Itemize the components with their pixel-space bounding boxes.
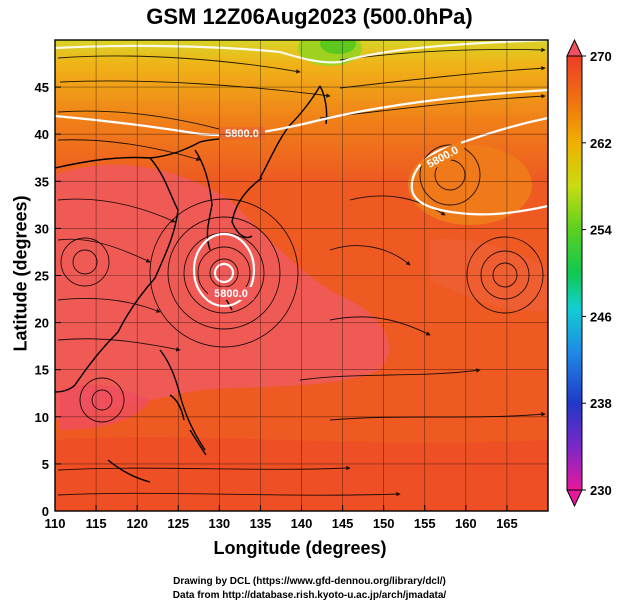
- credit-data-source: Data from http://database.rish.kyoto-u.a…: [172, 590, 447, 601]
- coastlines: [55, 85, 328, 483]
- wind-streamlines: [57, 47, 546, 497]
- colorbar-max-triangle: [566, 38, 583, 57]
- y-tick-label: 40: [35, 127, 49, 142]
- x-axis: 110 115 120 125 130 135 140 145 150 155 160 165: [45, 505, 518, 531]
- x-tick-label: 145: [332, 516, 354, 531]
- x-tick-label: 115: [86, 516, 107, 531]
- x-tick-label: 125: [167, 516, 189, 531]
- colorbar-label: 246: [590, 309, 612, 324]
- x-tick-label: 135: [250, 516, 272, 531]
- y-tick-label: 20: [35, 316, 49, 331]
- x-tick-label: 110: [45, 516, 66, 531]
- y-tick-label: 35: [35, 174, 49, 189]
- colorbar-label: 254: [590, 223, 612, 238]
- y-tick-label: 5: [42, 457, 49, 472]
- colorbar-min-triangle: [566, 489, 583, 508]
- y-tick-label: 25: [35, 269, 49, 284]
- colorbar-label: 270: [590, 49, 612, 64]
- credit-drawing: Drawing by DCL (https://www.gfd-dennou.o…: [173, 576, 446, 587]
- colorbar-label: 230: [590, 483, 612, 498]
- x-tick-label: 150: [373, 516, 395, 531]
- x-tick-label: 160: [455, 516, 477, 531]
- y-tick-label: 30: [35, 221, 49, 236]
- map-title: GSM 12Z06Aug2023 (500.0hPa): [146, 4, 473, 29]
- x-tick-label: 140: [291, 516, 313, 531]
- colorbar: 270 262 254 246 238 230: [566, 38, 612, 508]
- colorbar-label: 238: [590, 396, 612, 411]
- y-axis-label: Latitude (degrees): [10, 195, 31, 352]
- y-axis: 0 5 10 15 20 25 30 35 40 45: [35, 80, 61, 519]
- y-tick-label: 0: [42, 504, 49, 519]
- contour-label: 5800.0: [214, 288, 248, 300]
- x-axis-label: Longitude (degrees): [213, 538, 387, 558]
- x-tick-label: 120: [126, 516, 148, 531]
- y-tick-label: 10: [35, 410, 49, 425]
- x-tick-label: 165: [496, 516, 518, 531]
- x-tick-label: 155: [414, 516, 436, 531]
- y-tick-label: 45: [35, 80, 49, 95]
- colorbar-label: 262: [590, 136, 612, 151]
- x-tick-label: 130: [208, 516, 230, 531]
- y-tick-label: 15: [35, 363, 49, 378]
